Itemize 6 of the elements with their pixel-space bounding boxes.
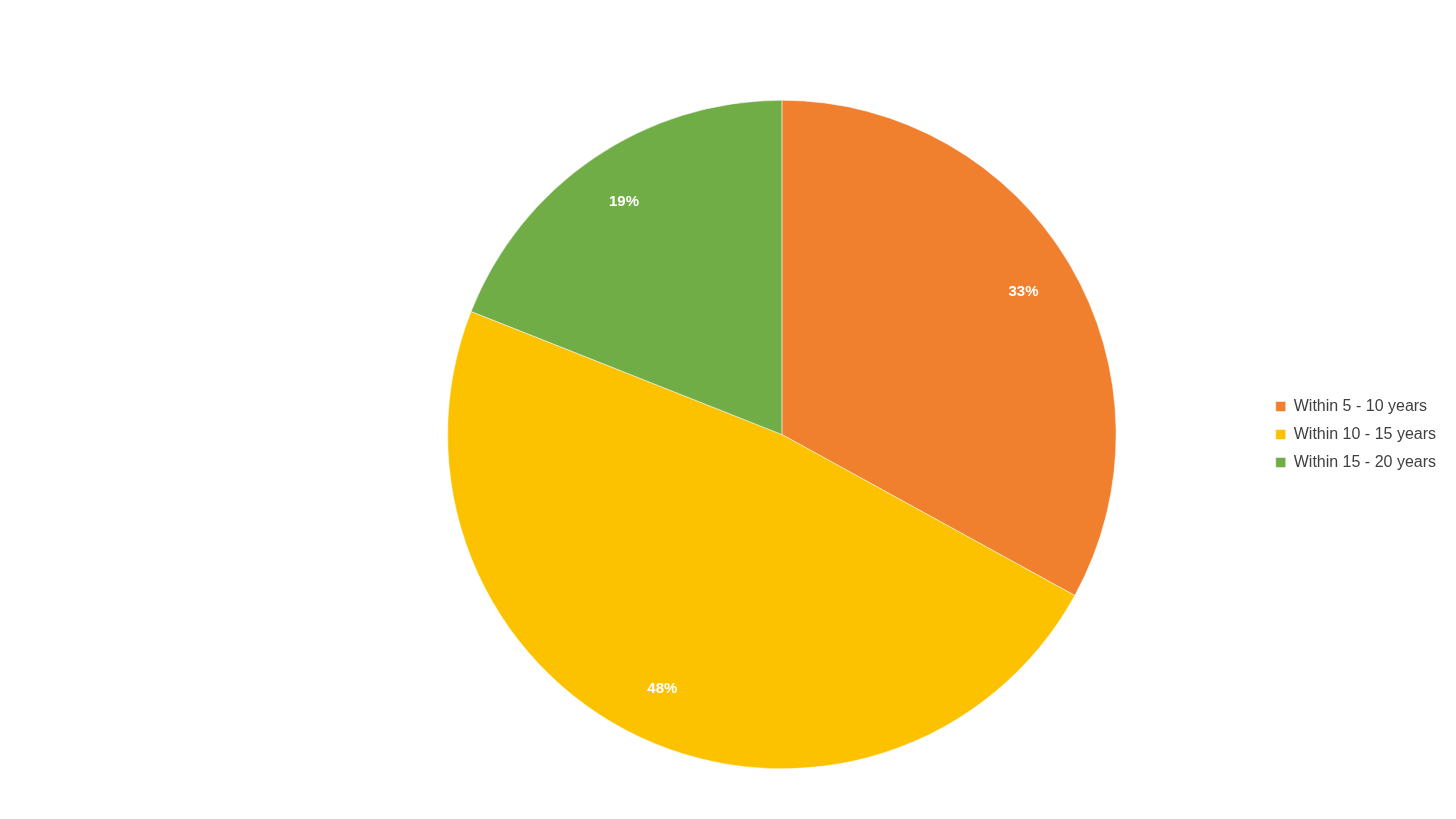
data-label: 19%	[609, 192, 640, 210]
data-label: 33%	[1008, 281, 1039, 299]
data-label: 48%	[647, 678, 678, 696]
legend-label: Within 10 - 15 years	[1293, 424, 1436, 442]
legend-label: Within 15 - 20 years	[1293, 452, 1436, 470]
legend-label: Within 5 - 10 years	[1293, 396, 1428, 414]
